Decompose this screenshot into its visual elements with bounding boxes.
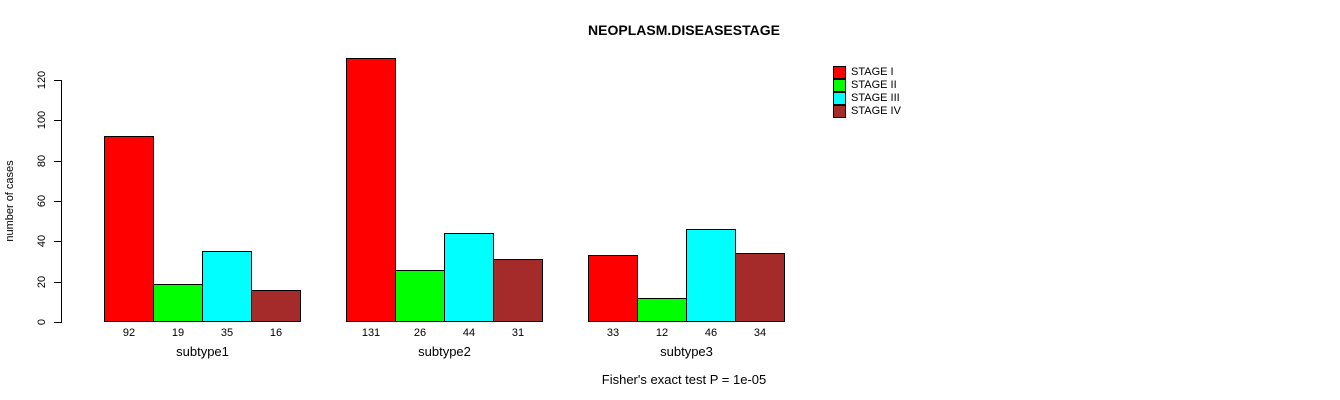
legend-swatch-icon bbox=[833, 92, 846, 105]
bar-subtype2-stage-ii bbox=[395, 270, 445, 322]
y-axis-tick bbox=[54, 80, 61, 81]
legend-label: STAGE I bbox=[851, 66, 894, 78]
legend-swatch-icon bbox=[833, 105, 846, 118]
y-axis-line bbox=[61, 80, 62, 323]
bar-value-label: 35 bbox=[220, 327, 234, 339]
legend-row: STAGE IV bbox=[833, 105, 901, 118]
bar-value-label: 31 bbox=[511, 327, 525, 339]
bar-value-label: 34 bbox=[753, 327, 767, 339]
y-axis-tick-label: 80 bbox=[36, 154, 48, 168]
chart-title: NEOPLASM.DISEASESTAGE bbox=[588, 22, 780, 38]
bar-value-label: 131 bbox=[361, 327, 381, 339]
bar-value-label: 33 bbox=[606, 327, 620, 339]
bar-value-label: 44 bbox=[462, 327, 476, 339]
category-label-subtype3: subtype3 bbox=[660, 344, 713, 359]
y-axis-label: number of cases bbox=[4, 160, 16, 242]
bar-value-label: 92 bbox=[122, 327, 136, 339]
bar-subtype3-stage-iii bbox=[686, 229, 736, 322]
bar-value-label: 19 bbox=[171, 327, 185, 339]
legend-swatch-icon bbox=[833, 79, 846, 92]
category-label-subtype1: subtype1 bbox=[176, 344, 229, 359]
legend-row: STAGE III bbox=[833, 92, 901, 105]
category-label-subtype2: subtype2 bbox=[418, 344, 471, 359]
bar-value-label: 12 bbox=[655, 327, 669, 339]
bar-subtype3-stage-i bbox=[588, 255, 638, 322]
bar-subtype1-stage-i bbox=[104, 136, 154, 322]
bar-subtype1-stage-ii bbox=[153, 284, 203, 322]
y-axis-tick bbox=[54, 241, 61, 242]
legend: STAGE I STAGE II STAGE III STAGE IV bbox=[833, 66, 901, 118]
y-axis-tick bbox=[54, 120, 61, 121]
y-axis-tick-label: 40 bbox=[36, 234, 48, 248]
y-axis-tick bbox=[54, 322, 61, 323]
legend-label: STAGE II bbox=[851, 79, 897, 91]
y-axis-tick-label: 120 bbox=[36, 70, 48, 90]
y-axis-tick-label: 60 bbox=[36, 194, 48, 208]
bar-value-label: 26 bbox=[413, 327, 427, 339]
y-axis-tick-label: 100 bbox=[36, 110, 48, 130]
y-axis-tick-label: 20 bbox=[36, 275, 48, 289]
bar-subtype2-stage-i bbox=[346, 58, 396, 322]
legend-row: STAGE II bbox=[833, 79, 901, 92]
legend-label: STAGE IV bbox=[851, 105, 901, 117]
legend-swatch-icon bbox=[833, 66, 846, 79]
stats-annotation: Fisher's exact test P = 1e-05 bbox=[601, 372, 767, 387]
bar-value-label: 46 bbox=[704, 327, 718, 339]
y-axis-tick bbox=[54, 282, 61, 283]
bar-subtype1-stage-iv bbox=[251, 290, 301, 322]
bar-subtype2-stage-iii bbox=[444, 233, 494, 322]
legend-row: STAGE I bbox=[833, 66, 901, 79]
y-axis-tick-label: 0 bbox=[36, 318, 48, 326]
legend-label: STAGE III bbox=[851, 92, 900, 104]
y-axis-tick bbox=[54, 201, 61, 202]
bar-subtype3-stage-iv bbox=[735, 253, 785, 322]
bar-subtype2-stage-iv bbox=[493, 259, 543, 322]
bar-value-label: 16 bbox=[269, 327, 283, 339]
bar-subtype3-stage-ii bbox=[637, 298, 687, 322]
bar-subtype1-stage-iii bbox=[202, 251, 252, 322]
y-axis-tick bbox=[54, 161, 61, 162]
